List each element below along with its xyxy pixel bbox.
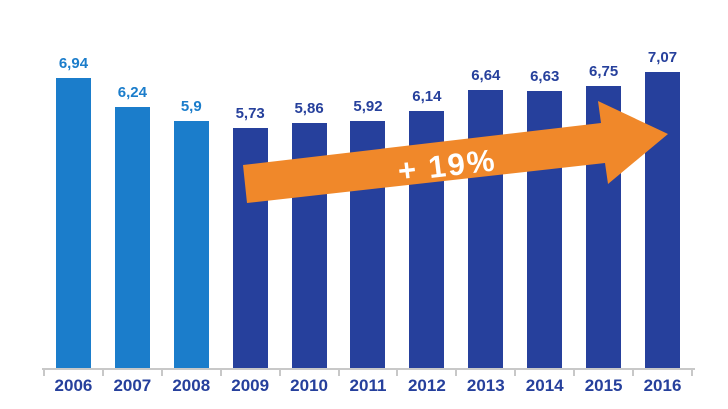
- x-tick-label: 2015: [584, 376, 623, 395]
- bar-value-label: 6,63: [530, 68, 560, 85]
- axis-tick: [219, 370, 222, 376]
- x-tick-label: 2009: [231, 376, 270, 395]
- bar: [55, 78, 91, 368]
- axis-tick: [396, 370, 399, 376]
- bar-slot: 5,92: [339, 98, 398, 368]
- axis-tick: [573, 370, 576, 376]
- axis-tick: [455, 370, 458, 376]
- bar: [232, 128, 268, 368]
- x-tick-label: 2016: [643, 376, 682, 395]
- bar: [527, 91, 563, 368]
- bar-value-label: 7,07: [647, 49, 678, 66]
- bar-slot: 5,86: [280, 100, 339, 368]
- bar-value-label: 6,94: [58, 55, 89, 72]
- x-tick-label: 2008: [172, 376, 211, 395]
- bars-row: 6,94 6,24 5,9 5,73 5,86 5,92 6,14 6,64 6,63 6,75 7…: [44, 0, 692, 368]
- x-axis-line: [42, 368, 695, 370]
- bar-slot: 6,14: [397, 88, 456, 368]
- bar-value-label: 6,64: [471, 67, 501, 84]
- bar-slot: 5,9: [162, 98, 221, 368]
- axis-tick: [278, 370, 281, 376]
- x-tick-label: 2014: [525, 376, 564, 395]
- bar-slot: 6,24: [103, 84, 162, 368]
- x-axis-ticks: [43, 370, 693, 376]
- bar: [173, 121, 209, 368]
- axis-tick: [101, 370, 104, 376]
- axis-tick: [43, 370, 45, 376]
- x-tick-label: 2006: [54, 376, 93, 395]
- plot-area: 6,94 6,24 5,9 5,73 5,86 5,92 6,14 6,64 6,63 6,75 7…: [42, 0, 695, 376]
- bar: [586, 86, 622, 368]
- bar-value-label: 5,9: [180, 98, 202, 115]
- x-tick-label: 2013: [466, 376, 505, 395]
- bar: [114, 107, 150, 368]
- bar: [645, 72, 681, 368]
- axis-tick: [160, 370, 163, 376]
- bar: [291, 123, 327, 368]
- x-tick-label: 2012: [407, 376, 446, 395]
- axis-tick: [632, 370, 635, 376]
- axis-tick: [514, 370, 517, 376]
- bar-slot: 6,94: [44, 55, 103, 368]
- x-tick-label: 2007: [113, 376, 152, 395]
- bar-value-label: 6,24: [117, 84, 147, 101]
- bar: [350, 121, 386, 368]
- bar-slot: 6,63: [515, 68, 574, 368]
- bar-value-label: 5,73: [235, 105, 265, 122]
- bar: [409, 111, 445, 368]
- bar-value-label: 5,92: [353, 98, 383, 115]
- bar-slot: 6,64: [456, 67, 515, 368]
- bar-value-label: 6,14: [412, 88, 442, 105]
- bar-value-label: 5,86: [294, 100, 324, 117]
- x-tick-label: 2011: [349, 376, 387, 395]
- x-axis-labels: 2006 2007 2008 2009 2010 2011 2012 2013 2014 2015…: [44, 372, 692, 400]
- x-tick-label: 2010: [290, 376, 328, 395]
- bar-value-label: 6,75: [589, 63, 619, 80]
- bar-slot: 7,07: [633, 49, 692, 368]
- axis-tick: [337, 370, 340, 376]
- bar: [468, 90, 504, 368]
- bar-slot: 5,73: [221, 105, 280, 368]
- axis-tick: [691, 370, 693, 376]
- bar-slot: 6,75: [574, 63, 633, 368]
